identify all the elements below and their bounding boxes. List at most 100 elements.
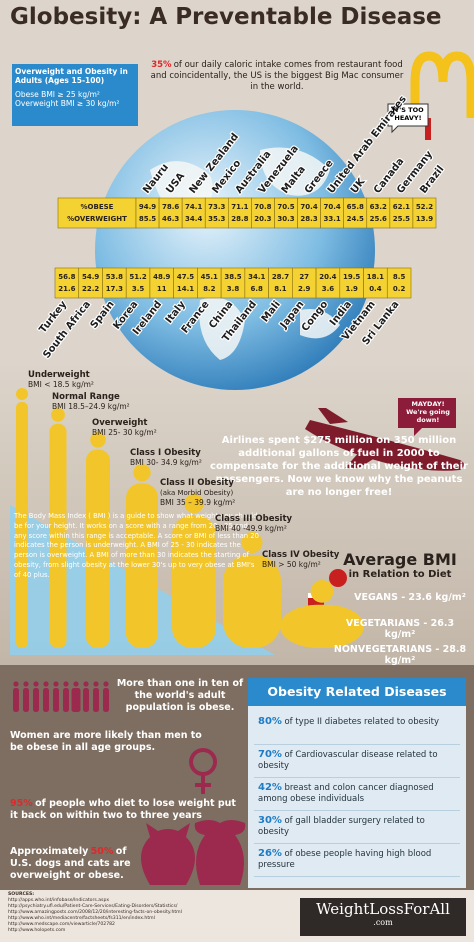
diet-item: VEGANS - 23.6 kg/m² <box>354 592 466 603</box>
person-head <box>23 681 29 687</box>
people-icons <box>13 681 109 712</box>
bmi-class-range: BMI < 18.5 kg/m² <box>28 380 94 389</box>
tape-value: 71.1 <box>231 203 248 211</box>
tape-value: 48.9 <box>153 273 170 281</box>
disease-text: of gall bladder surgery related to obesi… <box>258 816 425 837</box>
tape-value: 94.9 <box>139 203 156 211</box>
logo-name: WeightLossForAll <box>316 900 450 918</box>
legend-line: Obese BMI ≥ 25 kg/m² <box>15 90 100 99</box>
person-head <box>33 681 39 687</box>
person-head <box>53 681 59 687</box>
person-head <box>13 681 19 687</box>
tape-value: 0.4 <box>369 285 382 293</box>
airplane <box>305 408 464 471</box>
tape-value: 17.3 <box>106 285 123 293</box>
tape-value: 0.2 <box>393 285 406 293</box>
tape-value: 6.8 <box>251 285 264 293</box>
bmi-class-name: Class I Obesity <box>130 448 201 458</box>
tape-value: 28.7 <box>272 273 289 281</box>
intro-highlight: 35% <box>151 60 172 70</box>
bmi-label: Normal Range BMI 18.5–24.9 kg/m² <box>52 392 172 412</box>
mayday: MAYDAY! We're going down! <box>400 400 456 424</box>
person-body <box>71 688 81 712</box>
speech-text: IT'S TOO HEAVY! <box>392 106 424 122</box>
tape-value: 3.6 <box>322 285 335 293</box>
mayday-bubble <box>398 398 456 436</box>
disease-item: 42% breast and colon cancer diagnosed amo… <box>254 778 460 811</box>
tape-value: 65.8 <box>347 203 364 211</box>
disease-highlight: 30% <box>258 815 282 826</box>
bmi-label: Class I Obesity BMI 30- 34.9 kg/m² <box>130 448 250 468</box>
tape-value: 78.6 <box>162 203 179 211</box>
tape-value: 47.5 <box>177 273 194 281</box>
tape-value: 25.6 <box>370 215 387 223</box>
tape-value: 24.5 <box>347 215 364 223</box>
diet-item: NONVEGETARIANS - 28.8 kg/m² <box>333 644 467 666</box>
fact-highlight: 50% <box>90 846 114 857</box>
disease-item: 30% of gall bladder surgery related to ob… <box>254 811 460 844</box>
tape-value: 11 <box>157 285 167 293</box>
tape-row-label: %OVERWEIGHT <box>67 215 127 223</box>
diseases-list: 80% of type II diabetes related to obesit… <box>248 706 466 877</box>
source-url: http://apps.who.int/infobase/Indicators.… <box>8 898 110 903</box>
tape-value: 34.1 <box>248 273 265 281</box>
sources: SOURCES: http://apps.who.int/infobase/In… <box>8 892 298 934</box>
intro: 35% of our daily caloric intake comes fro… <box>148 60 406 93</box>
disease-highlight: 42% <box>258 782 282 793</box>
tape-value: 8.1 <box>274 285 287 293</box>
tape-value: 70.8 <box>254 203 271 211</box>
tape-value: 51.2 <box>129 273 146 281</box>
legend-line: Overweight BMI ≥ 30 kg/m² <box>15 99 120 108</box>
fact-women: Women are more likely than men to be obe… <box>10 730 202 753</box>
bmi-class-name: Overweight <box>92 418 148 428</box>
person-head <box>73 681 79 687</box>
tape-value: 30.3 <box>277 215 294 223</box>
disease-item: 70% of Cardiovascular disease related to … <box>254 745 460 778</box>
person-head <box>83 681 89 687</box>
tape-row-label: %OBESE <box>81 203 114 211</box>
bmi-figure-head <box>90 432 106 448</box>
diet-heading: Average BMI in Relation to Diet <box>330 550 470 580</box>
disease-highlight: 70% <box>258 749 282 760</box>
disease-text: of Cardiovascular disease related to obe… <box>258 750 438 771</box>
bmi-label: Class IV Obesity BMI > 50 kg/m² <box>262 550 382 570</box>
source-url: http://psychiatry.ufl.edu/Patient-Care-S… <box>8 904 178 909</box>
bmi-figure-body <box>280 604 364 648</box>
fact-regain: 95% of people who diet to lose weight put… <box>10 798 246 822</box>
diseases: Obesity Related Diseases 80% of type II d… <box>248 678 466 888</box>
bmi-class-range: BMI 35 – 39.9 kg/m² <box>160 498 236 507</box>
disease-highlight: 26% <box>258 848 282 859</box>
title: Globesity: A Preventable Disease <box>10 4 442 30</box>
diseases-title: Obesity Related Diseases <box>267 684 447 699</box>
disease-item: 26% of obese people having high blood pre… <box>254 844 460 877</box>
tape-value: 2.9 <box>298 285 311 293</box>
intro-text: of our daily caloric intake comes from r… <box>150 60 404 92</box>
tape-label-cell <box>57 197 137 229</box>
bmi-class-range: BMI 30- 34.9 kg/m² <box>130 458 202 467</box>
bmi-class-range: BMI 25- 30 kg/m² <box>92 428 157 437</box>
tape-value: 1.9 <box>345 285 358 293</box>
bmi-label: Overweight BMI 25- 30 kg/m² <box>92 418 212 438</box>
disease-highlight: 80% <box>258 716 282 727</box>
bmi-figure-body <box>86 449 110 648</box>
airlines-fact: Airlines spent $275 million on 350 milli… <box>210 435 468 498</box>
bmi-figure-head <box>16 388 28 400</box>
bmi-class-name: Class II Obesity <box>160 478 234 488</box>
person-body <box>93 688 99 712</box>
person-body <box>33 688 39 712</box>
tape-value: 53.8 <box>106 273 123 281</box>
bmi-info: The Body Mass Index ( BMI ) is a guide t… <box>14 512 259 579</box>
pet-icons <box>141 820 246 885</box>
tape-value: 18.1 <box>367 273 384 281</box>
tape-value: 8.2 <box>203 285 216 293</box>
tape-value: 25.5 <box>393 215 410 223</box>
tape-value: 3.5 <box>132 285 145 293</box>
logo-domain: .com <box>373 918 393 927</box>
fact-text: Approximately <box>10 846 89 857</box>
bmi-class-range: BMI > 50 kg/m² <box>262 560 321 569</box>
disease-text: of obese people having high blood pressu… <box>258 849 432 870</box>
tape-value: 27 <box>299 273 309 281</box>
person-body <box>23 688 29 712</box>
fact-one-in-ten: More than one in ten of the world's adul… <box>116 678 244 713</box>
